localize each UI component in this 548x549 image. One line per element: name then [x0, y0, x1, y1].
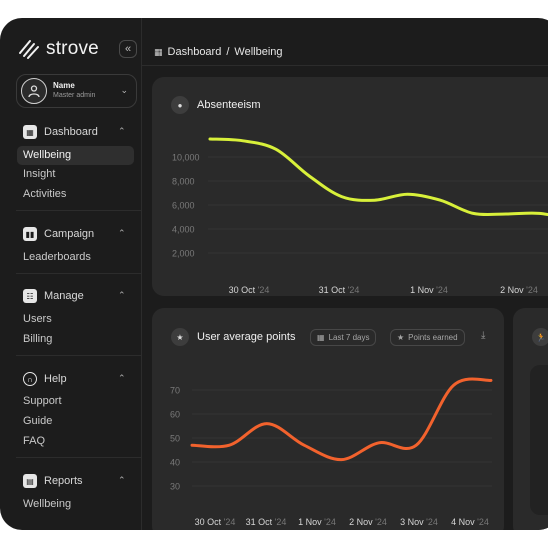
points-x-tick: 31 Oct '24 [246, 517, 287, 527]
sidebar-section-label: Help [44, 373, 67, 385]
sidebar-divider [16, 210, 142, 211]
absenteeism-card: ● Absenteeism 10,000 8,000 6,000 4,000 2,000… [152, 77, 548, 296]
absenteeism-y-tick: 4,000 [172, 225, 195, 235]
sidebar-divider [16, 457, 142, 458]
chevron-up-icon[interactable]: ⌃ [118, 290, 126, 300]
chevron-up-icon[interactable]: ⌃ [118, 228, 126, 238]
sidebar-item-faq[interactable]: FAQ [23, 435, 46, 447]
strove-logo-icon [19, 40, 39, 59]
absenteeism-y-tick: 8,000 [172, 177, 195, 187]
user-points-card: ★ User average points ▦ Last 7 days ★ Po… [152, 308, 504, 530]
sidebar-item-wellbeing[interactable]: Wellbeing [17, 146, 134, 165]
headset-icon: ∩ [23, 372, 37, 386]
sidebar-section-label: Dashboard [44, 126, 98, 138]
breadcrumb-wellbeing: Wellbeing [234, 46, 283, 58]
running-icon: 🏃 [532, 328, 548, 346]
user-points-chart: 70 60 50 40 30 30 Oct '24 31 Oct '24 1 Nov '24 2… [170, 377, 493, 527]
chevron-down-icon: ⌄ [120, 85, 128, 95]
calendar-icon: ▦ [317, 333, 325, 342]
metric-filter[interactable]: ★ Points earned [390, 329, 465, 346]
absenteeism-x-tick: 30 Oct '24 [229, 285, 270, 295]
sidebar-divider [16, 355, 142, 356]
sidebar-item-reports-wellbeing[interactable]: Wellbeing [23, 498, 72, 510]
sidebar-item-insight[interactable]: Insight [23, 168, 56, 180]
bar-chart-icon: ▮▮ [23, 227, 37, 241]
absenteeism-y-tick: 6,000 [172, 201, 195, 211]
date-range-label: Last 7 days [328, 333, 370, 342]
brand-name: strove [46, 38, 99, 59]
sidebar-section-manage[interactable]: ☷ Manage [23, 288, 84, 304]
sidebar-item-users[interactable]: Users [23, 313, 52, 325]
sidebar-item-guide[interactable]: Guide [23, 415, 53, 427]
brand-logo[interactable]: strove [18, 38, 99, 60]
points-x-tick: 4 Nov '24 [451, 517, 489, 527]
dashboard-grid-icon: ▦ [154, 46, 163, 57]
points-y-tick: 70 [170, 386, 180, 396]
sidebar-section-campaign[interactable]: ▮▮ Campaign [23, 226, 94, 242]
points-x-tick: 30 Oct '24 [195, 517, 236, 527]
absenteeism-y-tick: 2,000 [172, 249, 195, 259]
absenteeism-chart: 10,000 8,000 6,000 4,000 2,000 30 Oct '24 31 O… [172, 137, 548, 295]
sidebar-section-reports[interactable]: ▤ Reports [23, 473, 83, 489]
sidebar-item-billing[interactable]: Billing [23, 333, 53, 345]
points-x-tick: 2 Nov '24 [349, 517, 387, 527]
sidebar-section-label: Campaign [44, 228, 95, 240]
avatar [21, 78, 47, 104]
breadcrumb: ▦ Dashboard / Wellbeing [154, 46, 283, 58]
points-y-tick: 60 [170, 410, 180, 420]
card-title-text: User average points [197, 331, 296, 343]
double-chevron-left-icon: « [124, 43, 132, 55]
absenteeism-x-tick: 31 Oct '24 [319, 285, 360, 295]
activity-panel [530, 365, 548, 515]
absenteeism-y-tick: 10,000 [172, 153, 200, 163]
sidebar: strove « Name Master admin ⌄ ▦ Dashboard… [0, 18, 142, 530]
profile-role: Master admin [53, 92, 96, 99]
app-window: strove « Name Master admin ⌄ ▦ Dashboard… [0, 18, 548, 530]
sidebar-divider [16, 273, 142, 274]
breadcrumb-dashboard[interactable]: Dashboard [167, 46, 222, 58]
date-range-filter[interactable]: ▦ Last 7 days [310, 329, 377, 346]
points-x-tick: 3 Nov '24 [400, 517, 438, 527]
absenteeism-x-tick: 1 Nov '24 [410, 285, 448, 295]
absenteeism-series-line [208, 137, 548, 217]
chevron-up-icon[interactable]: ⌃ [118, 373, 126, 383]
card-title-text: Absenteeism [197, 99, 261, 111]
sidebar-section-dashboard[interactable]: ▦ Dashboard [23, 124, 98, 140]
user-icon [28, 85, 40, 98]
sidebar-section-help[interactable]: ∩ Help [23, 371, 67, 387]
points-y-tick: 30 [170, 482, 180, 492]
sidebar-item-activities[interactable]: Activities [23, 188, 67, 200]
person-icon: ● [171, 96, 189, 114]
star-icon: ★ [171, 328, 189, 346]
sidebar-item-support[interactable]: Support [23, 395, 62, 407]
profile-name: Name [53, 81, 75, 90]
points-series-line [190, 377, 493, 462]
chevron-up-icon[interactable]: ⌃ [118, 126, 126, 136]
absenteeism-title: ● Absenteeism [171, 96, 261, 114]
users-group-icon: ☷ [23, 289, 37, 303]
points-y-tick: 50 [170, 434, 180, 444]
user-points-title: ★ User average points [171, 328, 295, 346]
chevron-up-icon[interactable]: ⌃ [118, 475, 126, 485]
points-x-tick: 1 Nov '24 [298, 517, 336, 527]
profile-switcher[interactable]: Name Master admin ⌄ [16, 74, 137, 108]
sidebar-item-leaderboards[interactable]: Leaderboards [23, 251, 91, 263]
sidebar-section-label: Reports [44, 475, 83, 487]
activity-card: 🏃 [513, 308, 548, 530]
dashboard-grid-icon: ▦ [23, 125, 37, 139]
metric-label: Points earned [408, 333, 458, 342]
download-icon[interactable]: ⤓ [481, 330, 486, 341]
report-icon: ▤ [23, 474, 37, 488]
top-bar: ▦ Dashboard / Wellbeing [142, 18, 548, 66]
collapse-sidebar-button[interactable]: « [119, 40, 137, 58]
star-icon: ★ [397, 333, 405, 342]
breadcrumb-separator: / [226, 46, 230, 58]
points-y-tick: 40 [170, 458, 180, 468]
absenteeism-x-tick: 2 Nov '24 [500, 285, 538, 295]
sidebar-section-label: Manage [44, 290, 84, 302]
